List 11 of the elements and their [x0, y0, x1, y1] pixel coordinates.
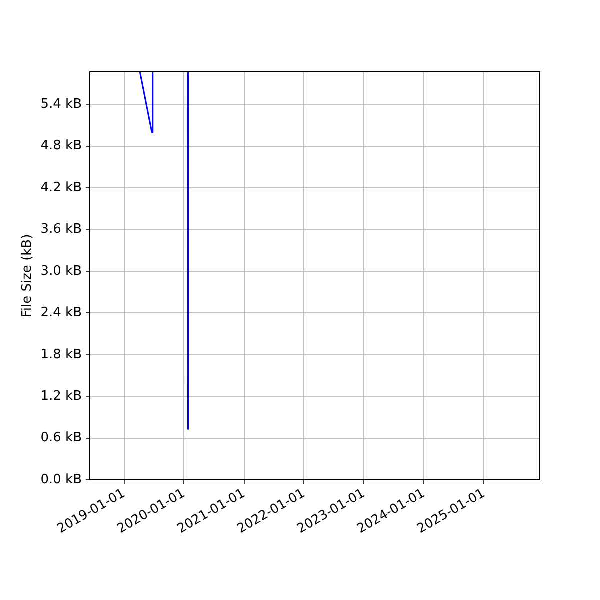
y-tick-label: 2.4 kB [40, 306, 82, 321]
y-axis-title: File Size (kB) [20, 234, 36, 318]
y-tick-label: 0.6 kB [40, 430, 82, 446]
y-tick-label: 3.6 kB [40, 222, 82, 238]
y-tick-label: 4.8 kB [40, 138, 82, 154]
y-tick-label: 5.4 kB [40, 97, 82, 112]
y-tick-label: 1.2 kB [40, 388, 82, 404]
y-tick-label: 4.2 kB [40, 180, 82, 196]
y-tick-label: 0.0 kB [40, 472, 82, 488]
y-tick-label: 1.8 kB [40, 347, 82, 362]
y-tick-label: 3.0 kB [40, 264, 82, 279]
